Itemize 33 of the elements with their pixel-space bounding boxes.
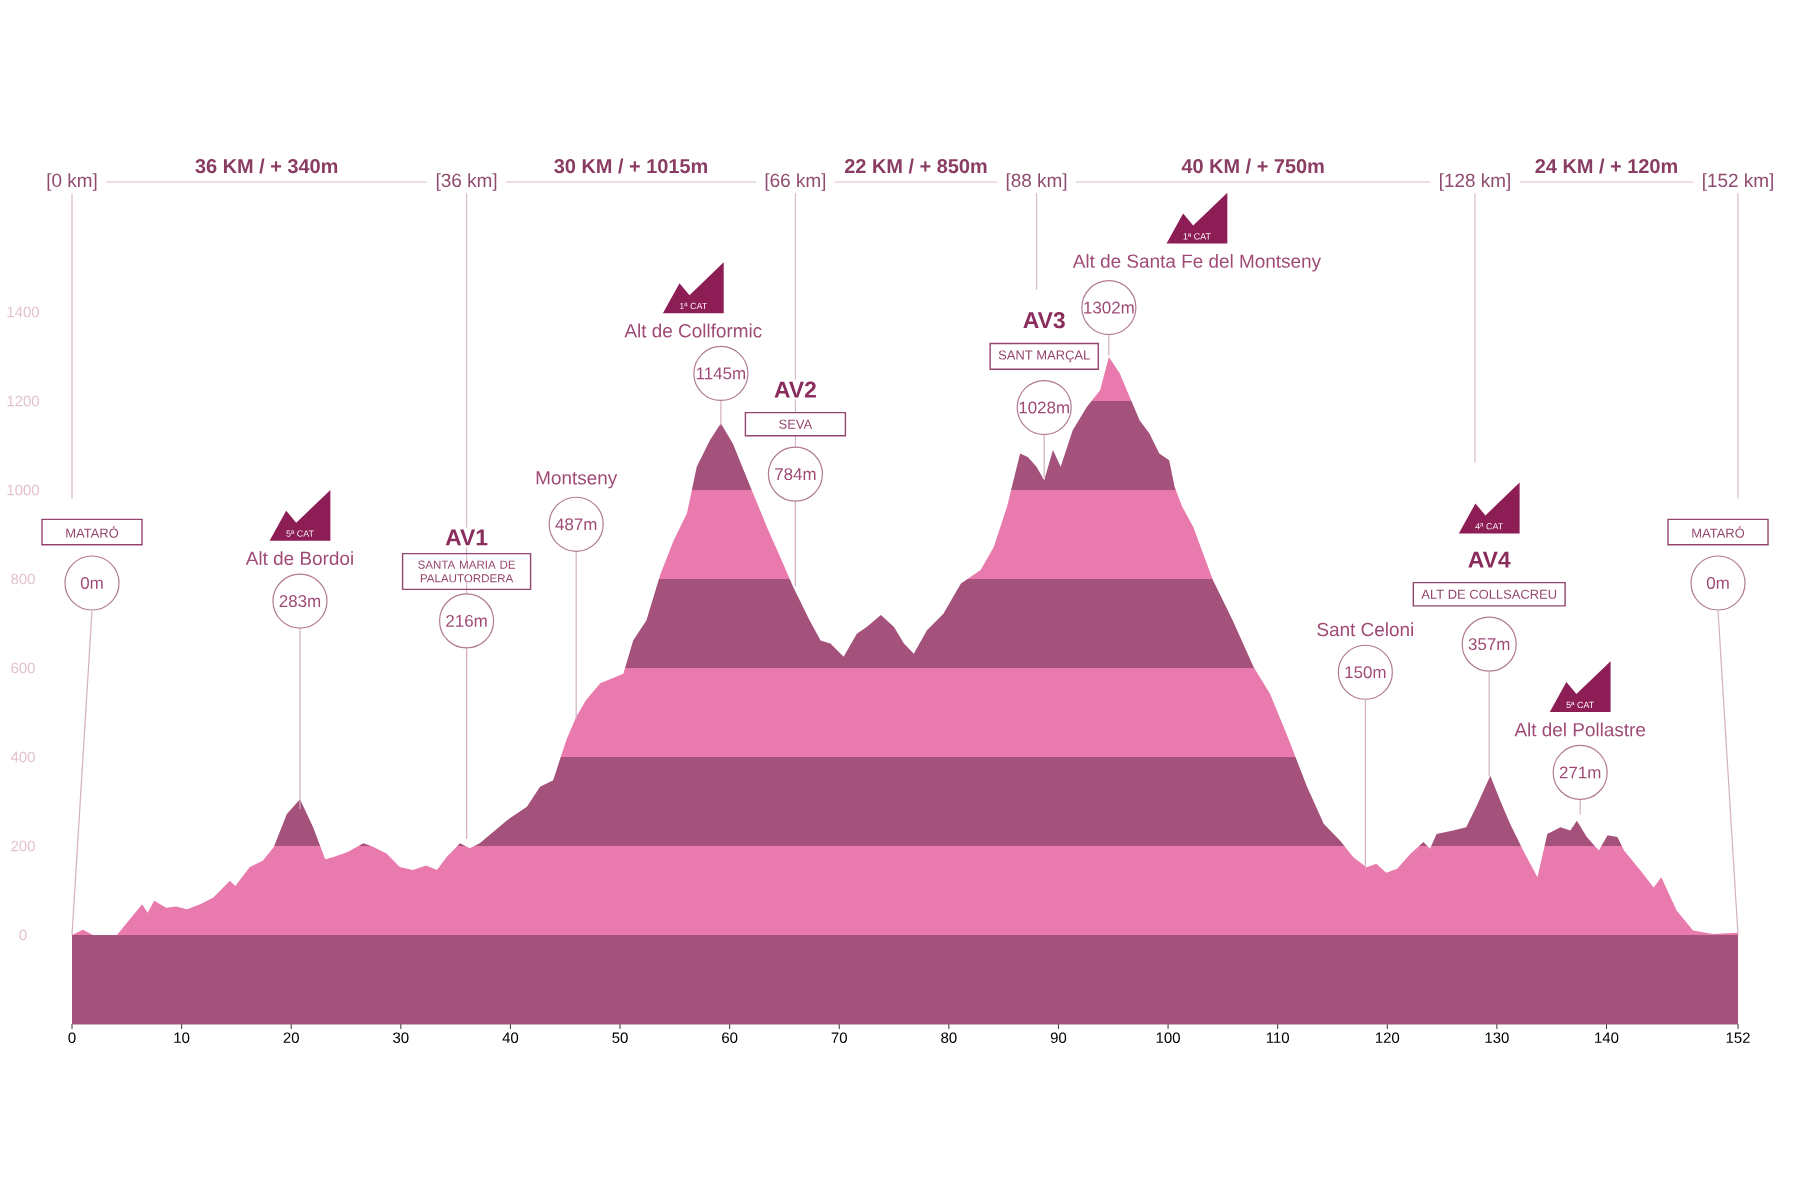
annotation: 487m <box>555 518 597 531</box>
annotation: 0m <box>80 577 103 589</box>
ref-line-label: [128 km] <box>1440 173 1510 191</box>
text: 22 KM / + 850m <box>844 158 987 174</box>
annotation: Alt del Pollastre <box>1514 722 1646 737</box>
text: 36 KM / + 340m <box>195 158 338 174</box>
annotation: AV1 <box>445 529 488 546</box>
annotation: Alt de Bordoi <box>245 551 353 566</box>
annotation: AV2 <box>774 381 816 398</box>
text: 40 KM / + 750m <box>1181 158 1324 174</box>
text: 30 KM / + 1015m <box>554 158 708 174</box>
annotation: 357m <box>1468 638 1510 651</box>
text: [152 km] <box>1703 173 1773 191</box>
annotation: 0m <box>1706 577 1729 589</box>
annotation: Alt de Collformic <box>624 323 762 338</box>
ref-line-label: [36 km] <box>436 173 497 191</box>
ref-line-label: [66 km] <box>765 173 826 191</box>
ref-line-label: [88 km] <box>1006 173 1067 191</box>
annotation: 1028m <box>1019 401 1069 414</box>
text: Alt de Santa Fe del Montseny <box>1072 253 1322 272</box>
annotation: AV4 <box>1468 551 1511 568</box>
annotation: 271m <box>1559 766 1601 779</box>
annotation: 1302m <box>1084 301 1134 314</box>
annotation: 283m <box>279 595 321 608</box>
annotation: 150m <box>1345 666 1386 679</box>
text: 24 KM / + 120m <box>1535 158 1677 174</box>
annotation: 1145m <box>696 367 746 380</box>
annotation: 784m <box>775 468 816 481</box>
annotation: 216m <box>446 614 487 627</box>
text: [0 km] <box>47 173 97 191</box>
annotation: Sant Celoni <box>1317 622 1413 637</box>
annotation: Montseny <box>536 471 618 489</box>
annotation: AV3 <box>1023 312 1065 329</box>
